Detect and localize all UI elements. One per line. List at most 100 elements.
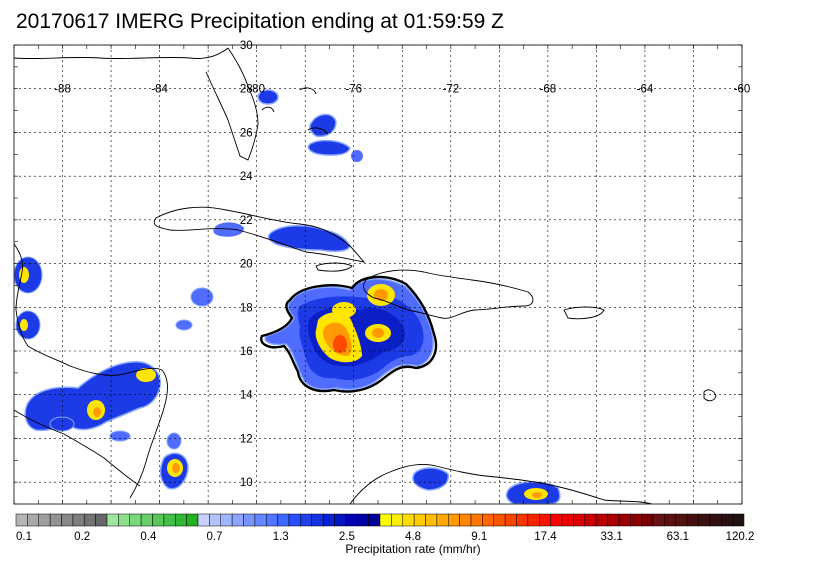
coast-bahamas-3 bbox=[261, 106, 275, 113]
colorbar-swatch bbox=[152, 513, 165, 527]
precip-ca-core-1 bbox=[136, 368, 156, 382]
colorbar-swatch bbox=[482, 513, 494, 527]
coastlines bbox=[14, 47, 717, 504]
colorbar-swatch bbox=[721, 513, 733, 527]
colorbar-swatch bbox=[322, 513, 335, 527]
colorbar-swatch bbox=[15, 513, 28, 527]
lon-label: -72 bbox=[442, 84, 459, 96]
precip-contour bbox=[260, 275, 438, 393]
lon-label: -64 bbox=[637, 84, 654, 96]
colorbar-swatch bbox=[470, 513, 483, 527]
colorbar-swatch bbox=[72, 513, 85, 527]
colorbar-swatch bbox=[61, 513, 74, 527]
lat-label: 30 bbox=[240, 40, 253, 52]
colorbar-swatch bbox=[129, 513, 142, 527]
colorbar-swatch bbox=[243, 513, 256, 527]
colorbar-swatch bbox=[516, 513, 529, 527]
precip-core-yellow-n bbox=[332, 302, 356, 318]
longitude-labels: -88 -84 -80 -76 -72 -68 -64 -60 bbox=[54, 84, 750, 96]
colorbar-swatch bbox=[311, 513, 324, 527]
colorbar-swatch bbox=[652, 513, 665, 527]
lat-label: 20 bbox=[240, 259, 253, 271]
lon-label: -84 bbox=[151, 84, 168, 96]
precip-florida-tip bbox=[257, 89, 279, 105]
precip-ca-cell-6-red bbox=[172, 463, 180, 473]
colorbar-swatch bbox=[561, 513, 574, 527]
lat-label: 24 bbox=[240, 171, 253, 183]
precip-bahamas-3 bbox=[351, 150, 363, 162]
colorbar-swatch bbox=[550, 513, 563, 527]
colorbar-tick-label: 0.2 bbox=[74, 531, 90, 543]
colorbar-swatch bbox=[288, 513, 301, 527]
gridlines bbox=[14, 45, 742, 504]
colorbar-swatch bbox=[391, 513, 403, 527]
coast-bahamas-2 bbox=[307, 127, 329, 135]
colorbar-swatch bbox=[186, 513, 199, 527]
coast-pacific-ca bbox=[14, 409, 141, 487]
lat-label: 28 bbox=[240, 84, 253, 96]
lat-label: 10 bbox=[240, 477, 253, 489]
precip-cell-c-core bbox=[19, 267, 29, 283]
colorbar-swatch bbox=[300, 513, 312, 527]
colorbar-swatch bbox=[277, 513, 290, 527]
coast-central-america bbox=[14, 243, 168, 499]
lon-label: -76 bbox=[345, 84, 362, 96]
precip-bahamas-1 bbox=[309, 113, 337, 138]
colorbar-swatch bbox=[368, 513, 381, 527]
lat-label: 18 bbox=[240, 302, 253, 314]
colorbar-swatch bbox=[630, 513, 642, 527]
precip-layer bbox=[14, 89, 561, 504]
colorbar-swatch bbox=[573, 513, 585, 527]
precip-ca-cell-5 bbox=[166, 432, 182, 450]
colorbar-swatch bbox=[539, 513, 551, 527]
precip-bahamas-2 bbox=[307, 139, 351, 156]
colorbar bbox=[15, 513, 745, 527]
colorbar-swatch bbox=[618, 513, 631, 527]
precip-cell-a bbox=[190, 287, 214, 307]
lat-label: 26 bbox=[240, 127, 253, 139]
coast-puerto-rico bbox=[563, 306, 605, 320]
colorbar-swatch bbox=[664, 513, 676, 527]
colorbar-swatch bbox=[220, 513, 233, 527]
colorbar-tick-label: 63.1 bbox=[667, 531, 689, 543]
lat-label: 12 bbox=[240, 433, 253, 445]
colorbar-swatch bbox=[402, 513, 415, 527]
colorbar-swatch bbox=[698, 513, 711, 527]
colorbar-tick-label: 33.1 bbox=[600, 531, 622, 543]
colorbar-swatch bbox=[595, 513, 608, 527]
colorbar-tick-label: 17.4 bbox=[534, 531, 557, 543]
colorbar-swatch bbox=[345, 513, 358, 527]
precip-central-america bbox=[24, 361, 161, 432]
colorbar-tick-label: 0.4 bbox=[140, 531, 157, 543]
colorbar-tick-label: 9.1 bbox=[471, 531, 487, 543]
lon-label: -88 bbox=[54, 84, 71, 96]
lon-label: -68 bbox=[540, 84, 557, 96]
lon-label: -80 bbox=[248, 84, 265, 96]
colorbar-swatch bbox=[641, 513, 654, 527]
colorbar-swatch bbox=[686, 513, 699, 527]
precip-ca-cell-4 bbox=[109, 430, 131, 442]
colorbar-swatch bbox=[504, 513, 517, 527]
colorbar-swatch bbox=[197, 513, 210, 527]
colorbar-swatch bbox=[27, 513, 39, 527]
colorbar-swatch bbox=[334, 513, 347, 527]
precip-ca-cell-3 bbox=[49, 416, 75, 432]
colorbar-swatch bbox=[413, 513, 426, 527]
colorbar-tick-label: 0.1 bbox=[16, 531, 32, 543]
colorbar-swatch bbox=[140, 513, 153, 527]
precip-cuba-west bbox=[213, 222, 244, 237]
colorbar-swatch bbox=[493, 513, 506, 527]
colorbar-swatch bbox=[436, 513, 449, 527]
colorbar-swatch bbox=[118, 513, 130, 527]
tick-marks bbox=[13, 44, 743, 505]
colorbar-swatch bbox=[448, 513, 460, 527]
colorbar-swatch bbox=[254, 513, 267, 527]
lat-label: 14 bbox=[240, 390, 253, 402]
lat-label: 22 bbox=[240, 215, 253, 227]
colorbar-swatch bbox=[459, 513, 472, 527]
colorbar-swatch bbox=[709, 513, 722, 527]
lat-label: 16 bbox=[240, 346, 253, 358]
colorbar-swatch bbox=[527, 513, 540, 527]
precip-core-orange-ne bbox=[374, 289, 388, 301]
